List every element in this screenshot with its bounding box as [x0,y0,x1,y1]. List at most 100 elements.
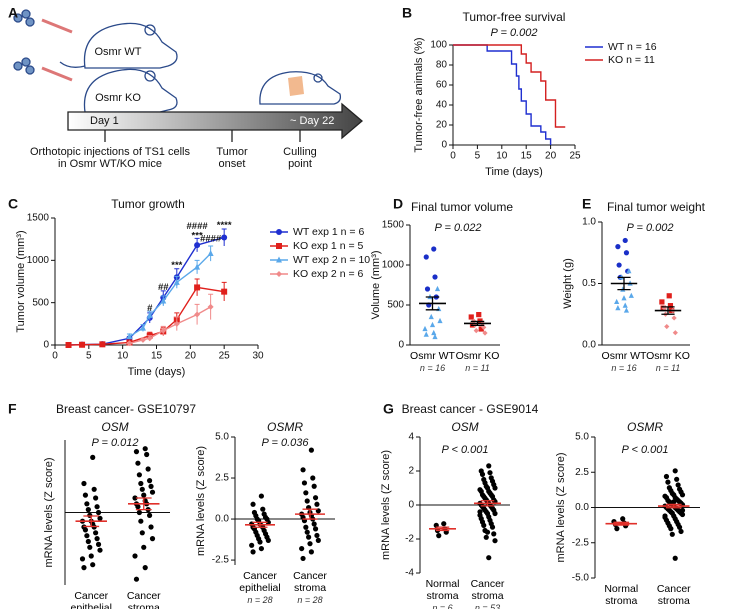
marker [432,274,438,280]
legend-label: KO exp 1 n = 5 [293,240,363,252]
marker [207,250,214,257]
chart-title: Final tumor volume [411,200,513,214]
marker [133,576,140,582]
legend-label: WT exp 2 n = 10 [293,254,370,266]
marker [314,501,320,507]
marker [669,531,675,537]
category-label: Cancer epithelial [239,570,281,594]
panel-label: C [8,196,18,212]
marker [432,333,438,340]
x-axis-label: Time (days) [128,366,186,378]
x-tick-label: 5 [475,151,481,162]
marker [250,501,256,507]
y-tick-label: -2 [405,534,414,545]
event-label: Culling point [283,146,317,170]
mouse-ear [144,70,156,82]
marker [93,530,99,536]
chart-title: Final tumor weight [607,200,706,214]
category-label: Normal stroma [425,578,460,602]
syringe [41,66,73,82]
sem-bar [83,515,100,528]
y-axis-label: Tumor volume (mm³) [15,230,27,332]
sem-bar [661,306,675,315]
marker [149,536,156,542]
p-value: P = 0.002 [627,222,674,234]
marker [679,511,686,518]
sem-bar [665,503,682,509]
y-axis-label: mRNA levels (Z score) [43,457,55,567]
marker [667,303,674,309]
p-value: P = 0.002 [491,27,538,39]
marker [94,536,100,542]
marker [621,295,627,301]
syringe [41,18,73,34]
category-sublabel: n = 11 [465,363,490,373]
marker [662,513,668,519]
category-sublabel: n = 11 [655,363,681,373]
category-sublabel: n = 16 [419,363,446,373]
marker [85,538,91,545]
marker [434,285,441,292]
category-label: Cancer stroma [293,570,327,594]
series-line [453,44,566,128]
marker [145,466,151,472]
marker [482,330,488,336]
marker [315,537,321,543]
y-tick-label: 0.0 [215,514,229,525]
category-sublabel: n = 6 [432,603,453,609]
panel-label: B [402,5,412,21]
marker [88,553,94,559]
marker [160,327,167,334]
marker [479,471,486,477]
marker [93,495,99,501]
marker [672,330,678,336]
marker [486,555,492,561]
marker [99,341,106,348]
marker [665,479,671,485]
marker [616,262,622,268]
marker [623,250,630,256]
marker [84,501,90,507]
y-tick-label: 5.0 [215,432,229,443]
sem-bar [613,521,630,526]
category-sublabel: n = 28 [247,595,273,605]
y-tick-label: 0.0 [575,502,589,513]
marker [135,460,141,466]
y-tick-label: 80 [436,60,448,71]
category-label: Cancer stroma [470,578,505,602]
marker [148,483,154,489]
marker [79,341,86,348]
marker [486,463,492,469]
marker [622,302,628,308]
x-axis-label: Time (days) [485,166,543,178]
x-tick-label: 25 [569,151,581,162]
marker [626,268,632,274]
series-line [453,44,552,145]
marker [492,538,498,544]
y-tick-label: 1000 [382,260,405,271]
marker [173,320,180,327]
marker [306,534,312,540]
marker [483,534,489,540]
mouse [83,68,178,113]
marker [276,256,282,263]
sem-bar [252,521,268,528]
marker [679,492,686,498]
mouse [83,22,178,69]
y-tick-label: 2 [408,466,414,477]
chart-title: Breast cancer- GSE10797 [56,402,196,416]
marker [615,305,621,311]
sem-bar [425,296,440,311]
y-tick-label: 4 [408,432,414,443]
y-axis-label: mRNA levels (Z score) [195,446,207,556]
y-tick-label: 0 [441,140,447,151]
marker [97,515,103,521]
marker [194,284,201,291]
category-label: Osmr WT [601,350,647,362]
marker [312,495,319,501]
marker [664,323,670,330]
arrow-label: ~ Day 22 [290,115,334,127]
